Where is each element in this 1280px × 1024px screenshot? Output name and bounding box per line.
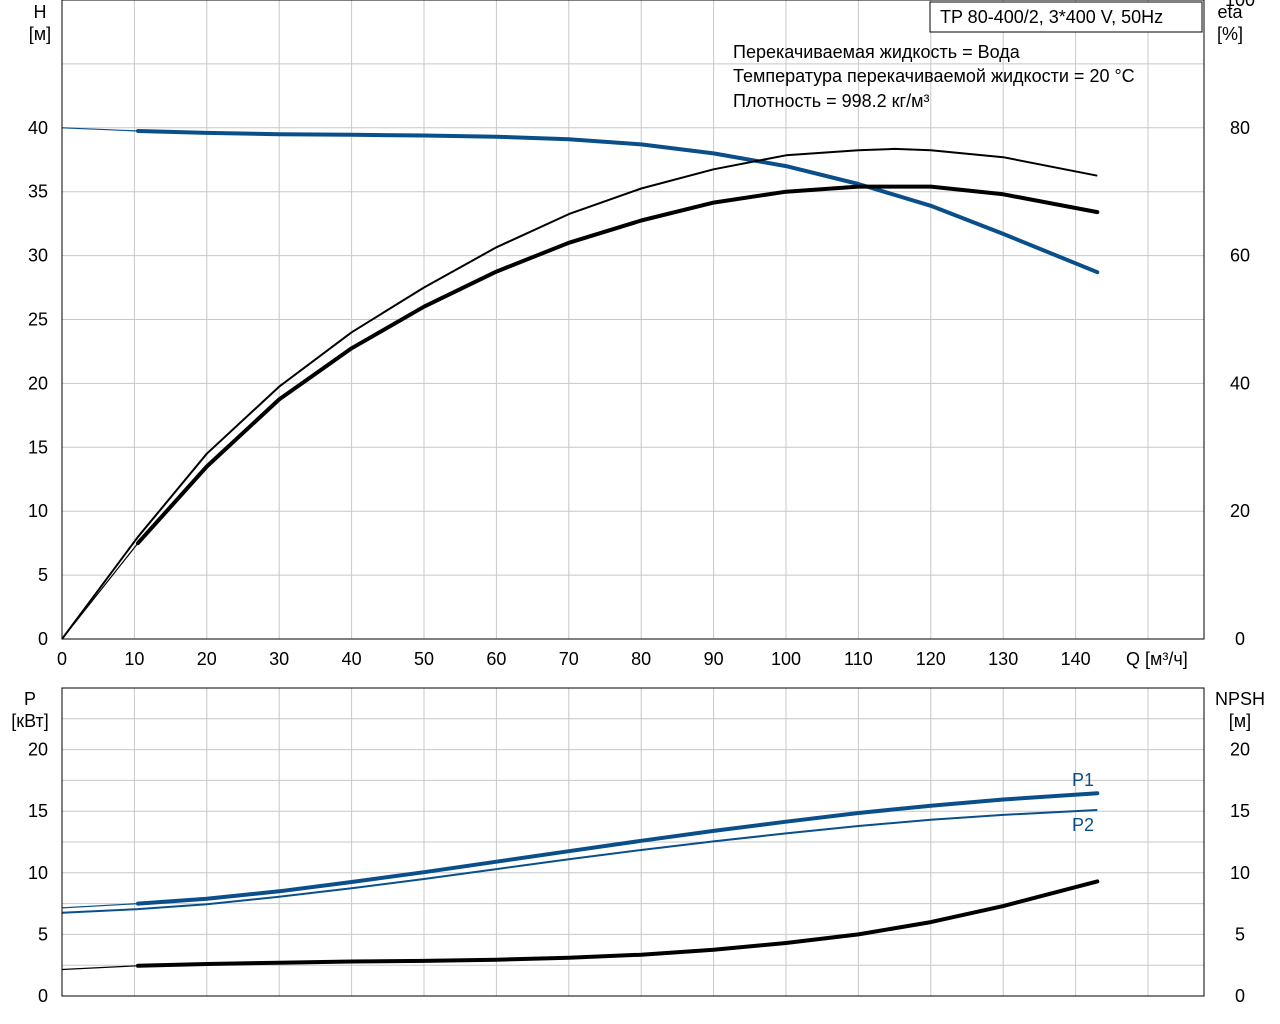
info-density: Плотность = 998.2 кг/м³ <box>733 91 929 111</box>
chart0-series2-curve <box>136 184 1100 546</box>
x-tick-label: 140 <box>1061 649 1091 669</box>
y-right-tick-label: 20 <box>1230 501 1250 521</box>
tick-label-layer: 0 10 20 30 40 50 60 70 80 90 100 110 120 130 140051015… <box>28 0 1255 1006</box>
series-label-p2: P2 <box>1072 815 1094 835</box>
x-tick-label: 30 <box>269 649 289 669</box>
p1-extrapolation <box>61 903 139 909</box>
x-tick-label: 50 <box>414 649 434 669</box>
title-box <box>929 1 1203 33</box>
series-label-p1: P1 <box>1072 770 1094 790</box>
x-tick-label: 110 <box>844 649 873 669</box>
top-right-axis-title-line1: eta <box>1217 2 1243 22</box>
y-left-tick-label: 5 <box>38 924 48 944</box>
y-right-tick-label: 5 <box>1235 924 1245 944</box>
bottom-left-axis-title-line2: [кВт] <box>11 711 49 731</box>
x-tick-label: 120 <box>916 649 946 669</box>
x-tick-label: 80 <box>631 649 651 669</box>
y-right-tick-label: 15 <box>1230 801 1250 821</box>
x-tick-label: 40 <box>342 649 362 669</box>
y-left-tick-label: 15 <box>28 437 48 457</box>
grid-layer <box>62 0 1204 996</box>
y-left-tick-label: 10 <box>28 863 48 883</box>
y-left-tick-label: 25 <box>28 310 48 330</box>
y-left-tick-label: 20 <box>28 740 48 760</box>
y-right-tick-label: 60 <box>1230 246 1250 266</box>
x-tick-label: 0 <box>57 649 67 669</box>
y-left-tick-label: 40 <box>28 118 48 138</box>
chart1-series2-curve <box>136 879 1100 968</box>
p1-curve <box>136 791 1100 906</box>
top-left-axis-title-line2: [м] <box>29 24 51 44</box>
x-tick-label: 130 <box>988 649 1018 669</box>
p2-curve <box>61 809 1098 914</box>
bottom-right-axis-title-line1: NPSH <box>1215 689 1265 709</box>
x-tick-label: 60 <box>486 649 506 669</box>
chart1-series2-extrapolation <box>61 965 139 971</box>
y-right-tick-label: 0 <box>1235 986 1245 1006</box>
y-left-tick-label: 5 <box>38 565 48 585</box>
chart-title: TP 80-400/2, 3*400 V, 50Hz <box>940 7 1163 27</box>
y-left-tick-label: 10 <box>28 501 48 521</box>
chart0-series0-extrapolation <box>61 127 139 132</box>
y-left-tick-label: 35 <box>28 182 48 202</box>
top-left-axis-title-line1: H <box>34 2 47 22</box>
y-left-tick-label: 0 <box>38 986 48 1006</box>
x-tick-label: 90 <box>704 649 724 669</box>
x-tick-label: 20 <box>197 649 217 669</box>
info-temperature: Температура перекачиваемой жидкости = 20… <box>733 66 1135 86</box>
chart0-series2-extrapolation <box>61 542 139 640</box>
y-right-tick-label: 20 <box>1230 740 1250 760</box>
x-tick-label: 10 <box>124 649 144 669</box>
x-axis-title: Q [м³/ч] <box>1126 649 1188 669</box>
bottom-right-axis-title-line2: [м] <box>1229 711 1251 731</box>
x-tick-label: 100 <box>771 649 801 669</box>
chart0-series0-curve <box>136 129 1100 275</box>
y-left-tick-label: 15 <box>28 801 48 821</box>
y-left-tick-label: 30 <box>28 246 48 266</box>
y-right-tick-label: 40 <box>1230 373 1250 393</box>
top-right-axis-title-line2: [%] <box>1217 24 1243 44</box>
info-fluid: Перекачиваемая жидкость = Вода <box>733 42 1021 62</box>
curve-layer <box>61 127 1100 971</box>
chart0-series1-curve <box>61 147 1098 640</box>
y-right-tick-label: 10 <box>1230 863 1250 883</box>
top-plot-frame <box>61 0 1205 640</box>
y-right-tick-label: 100 <box>1225 0 1255 10</box>
y-right-tick-label: 80 <box>1230 118 1250 138</box>
y-left-tick-label: 20 <box>28 373 48 393</box>
x-tick-label: 70 <box>559 649 579 669</box>
bottom-left-axis-title-line1: P <box>24 689 36 709</box>
y-right-tick-label: 0 <box>1235 629 1245 649</box>
bottom-plot-frame <box>61 687 1205 997</box>
y-left-tick-label: 0 <box>38 629 48 649</box>
